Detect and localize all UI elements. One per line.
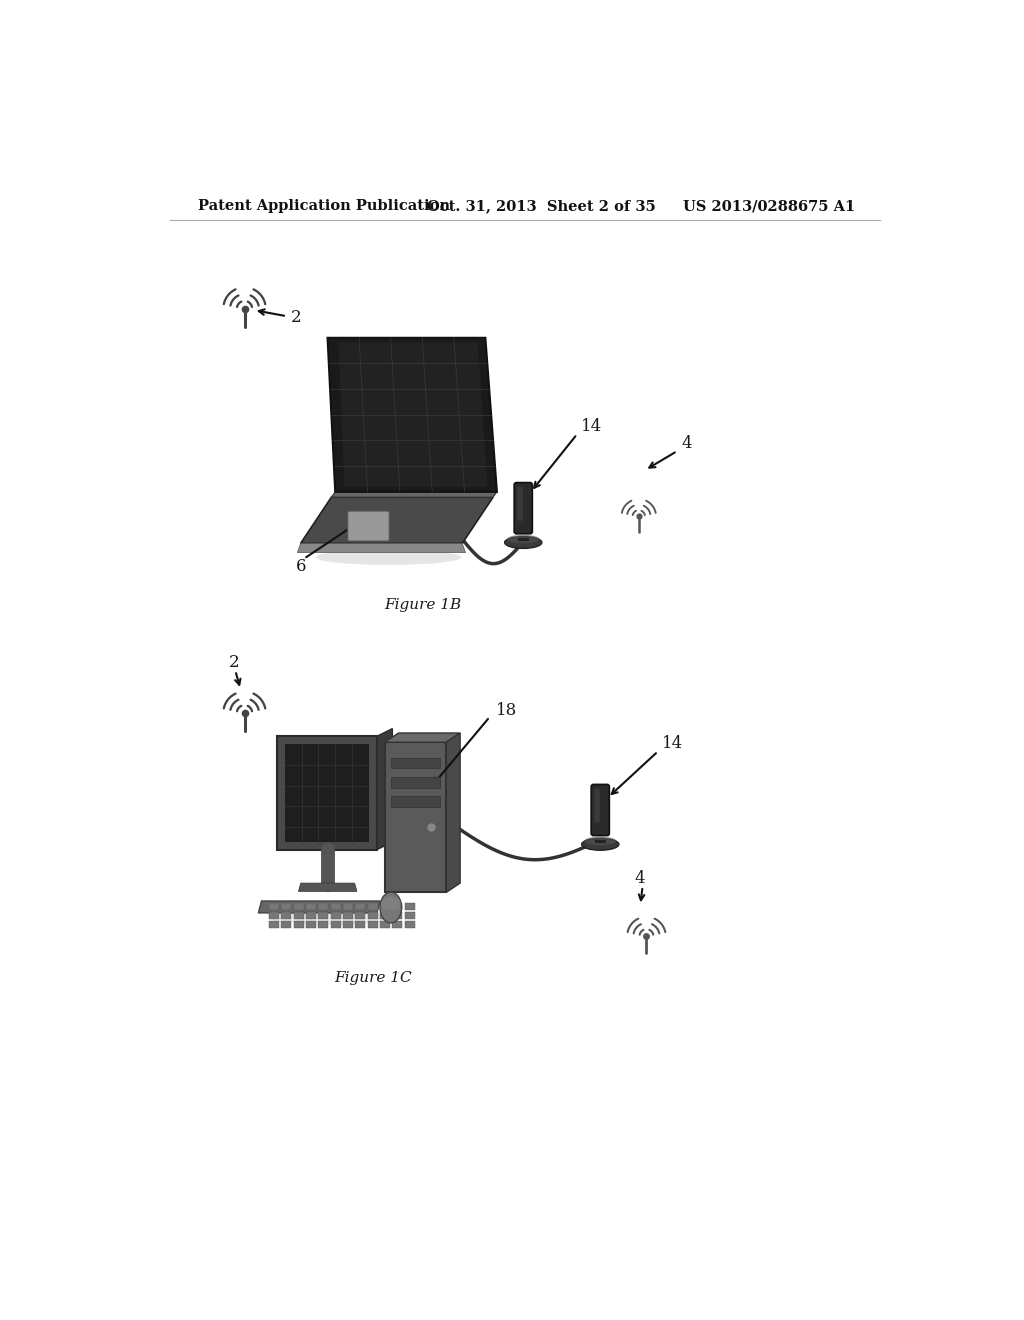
Bar <box>269 912 280 919</box>
Bar <box>355 912 366 919</box>
Bar <box>392 903 402 909</box>
Bar <box>331 921 341 928</box>
Ellipse shape <box>505 536 542 548</box>
Bar <box>306 912 316 919</box>
Polygon shape <box>332 492 497 498</box>
Ellipse shape <box>381 896 400 911</box>
Text: Figure 1C: Figure 1C <box>334 972 412 986</box>
Text: 14: 14 <box>662 735 683 752</box>
Polygon shape <box>328 338 497 492</box>
Bar <box>355 903 366 909</box>
Bar <box>392 921 402 928</box>
Bar <box>368 912 378 919</box>
Bar <box>294 903 304 909</box>
Polygon shape <box>276 737 377 850</box>
Bar <box>294 912 304 919</box>
Polygon shape <box>446 733 460 892</box>
Bar <box>269 903 280 909</box>
Bar <box>368 921 378 928</box>
FancyBboxPatch shape <box>594 788 600 822</box>
Bar <box>282 921 292 928</box>
Text: 4: 4 <box>681 434 692 451</box>
Bar <box>331 903 341 909</box>
Bar <box>391 777 440 788</box>
Bar <box>368 903 378 909</box>
Polygon shape <box>285 744 370 842</box>
Bar <box>380 921 390 928</box>
Ellipse shape <box>380 892 401 923</box>
Bar <box>282 903 292 909</box>
Polygon shape <box>385 733 460 742</box>
FancyBboxPatch shape <box>348 511 389 541</box>
Polygon shape <box>298 883 357 891</box>
Text: 4: 4 <box>635 870 645 887</box>
Bar <box>343 912 353 919</box>
Bar <box>331 912 341 919</box>
Polygon shape <box>297 544 466 553</box>
Bar <box>391 758 440 768</box>
Text: 14: 14 <box>581 418 602 434</box>
Text: 2: 2 <box>229 655 240 672</box>
Bar <box>404 921 415 928</box>
Bar <box>404 903 415 909</box>
Bar <box>343 903 353 909</box>
Bar <box>318 903 329 909</box>
Bar <box>404 912 415 919</box>
Bar <box>318 921 329 928</box>
Bar <box>380 903 390 909</box>
Bar <box>355 921 366 928</box>
Text: Patent Application Publication: Patent Application Publication <box>199 199 451 213</box>
Text: 2: 2 <box>291 309 301 326</box>
Ellipse shape <box>582 838 618 850</box>
Ellipse shape <box>507 535 540 544</box>
FancyBboxPatch shape <box>514 483 532 533</box>
Bar <box>391 796 440 807</box>
Text: 6: 6 <box>296 558 306 576</box>
Polygon shape <box>385 742 446 892</box>
FancyBboxPatch shape <box>591 784 609 836</box>
Polygon shape <box>258 902 380 913</box>
Bar <box>306 903 316 909</box>
Ellipse shape <box>269 911 392 924</box>
Polygon shape <box>301 498 494 544</box>
Polygon shape <box>377 729 392 850</box>
Bar <box>318 912 329 919</box>
Bar <box>392 912 402 919</box>
Bar <box>294 921 304 928</box>
Bar <box>343 921 353 928</box>
Text: Oct. 31, 2013  Sheet 2 of 35: Oct. 31, 2013 Sheet 2 of 35 <box>427 199 655 213</box>
Bar <box>306 921 316 928</box>
Polygon shape <box>338 342 487 487</box>
Text: Figure 1B: Figure 1B <box>385 598 462 612</box>
Text: US 2013/0288675 A1: US 2013/0288675 A1 <box>683 199 856 213</box>
Text: 18: 18 <box>496 702 517 719</box>
Bar <box>269 921 280 928</box>
Bar <box>380 912 390 919</box>
Ellipse shape <box>315 549 461 565</box>
Ellipse shape <box>584 837 616 845</box>
Bar <box>282 912 292 919</box>
FancyBboxPatch shape <box>517 487 523 521</box>
